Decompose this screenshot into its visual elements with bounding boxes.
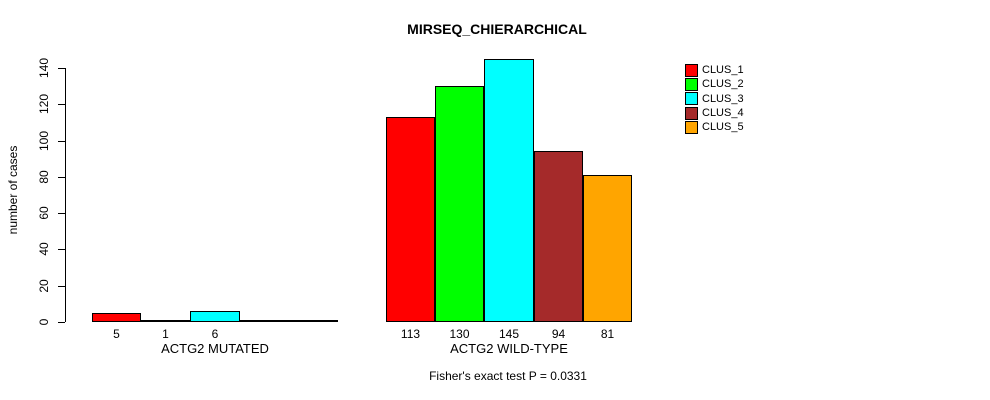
legend-item-clus_1: CLUS_1 [685, 63, 744, 77]
legend-item-clus_3: CLUS_3 [685, 92, 744, 106]
y-tick-mark [58, 177, 65, 178]
bar-clus_3-actg2-wild-type [484, 59, 534, 322]
legend-item-clus_2: CLUS_2 [685, 77, 744, 91]
y-tick-mark [58, 68, 65, 69]
bar-clus_2-actg2-wild-type [435, 86, 484, 322]
y-tick-mark [58, 249, 65, 250]
x-group-label-actg2-wild-type: ACTG2 WILD-TYPE [450, 341, 568, 356]
y-tick-label: 120 [37, 93, 51, 115]
y-tick-label: 40 [37, 242, 51, 256]
bar-value-label: 5 [113, 327, 120, 341]
y-tick-mark [58, 104, 65, 105]
legend-label: CLUS_1 [702, 64, 744, 77]
y-tick-mark [58, 286, 65, 287]
bar-value-label: 145 [498, 327, 520, 341]
legend-item-clus_4: CLUS_4 [685, 106, 744, 120]
x-group-label-actg2-mutated: ACTG2 MUTATED [161, 341, 269, 356]
legend-label: CLUS_3 [702, 92, 744, 105]
y-tick-mark [58, 141, 65, 142]
legend-label: CLUS_2 [702, 78, 744, 91]
legend: CLUS_1 CLUS_2 CLUS_3 CLUS_4 CLUS_5 [685, 63, 744, 134]
y-tick-mark [58, 213, 65, 214]
y-tick-label: 0 [37, 318, 51, 326]
bar-clus_1-actg2-mutated [92, 313, 141, 322]
bar-value-label: 113 [400, 327, 421, 341]
legend-color-swatch [685, 106, 698, 120]
y-axis-line [65, 68, 66, 322]
bar-value-label: 1 [162, 327, 169, 341]
legend-color-swatch [685, 77, 698, 91]
bar-clus_4-actg2-mutated [240, 320, 289, 322]
legend-color-swatch [685, 63, 698, 77]
bar-value-label: 81 [600, 327, 615, 341]
fisher-test-annotation: Fisher's exact test P = 0.0331 [429, 369, 587, 383]
bar-clus_4-actg2-wild-type [534, 151, 583, 322]
bar-clus_2-actg2-mutated [141, 320, 190, 322]
y-tick-label: 20 [37, 279, 51, 293]
legend-color-swatch [685, 120, 698, 134]
bar-clus_5-actg2-mutated [289, 320, 338, 322]
y-tick-mark [58, 322, 65, 323]
bar-value-label: 6 [211, 327, 219, 341]
legend-color-swatch [685, 92, 698, 106]
bar-value-label: 130 [449, 327, 470, 341]
legend-item-clus_5: CLUS_5 [685, 120, 744, 134]
bar-value-label: 94 [551, 327, 566, 341]
legend-label: CLUS_5 [702, 121, 744, 134]
chart-title: MIRSEQ_CHIERARCHICAL [407, 21, 587, 37]
legend-label: CLUS_4 [702, 107, 744, 120]
y-tick-label: 60 [37, 206, 51, 220]
bar-clus_1-actg2-wild-type [386, 117, 435, 322]
y-tick-label: 80 [37, 170, 51, 184]
bar-clus_5-actg2-wild-type [583, 175, 632, 322]
y-tick-label: 140 [37, 57, 51, 79]
y-axis-title: number of cases [6, 145, 20, 235]
bar-clus_3-actg2-mutated [190, 311, 240, 322]
y-tick-label: 100 [37, 130, 51, 152]
